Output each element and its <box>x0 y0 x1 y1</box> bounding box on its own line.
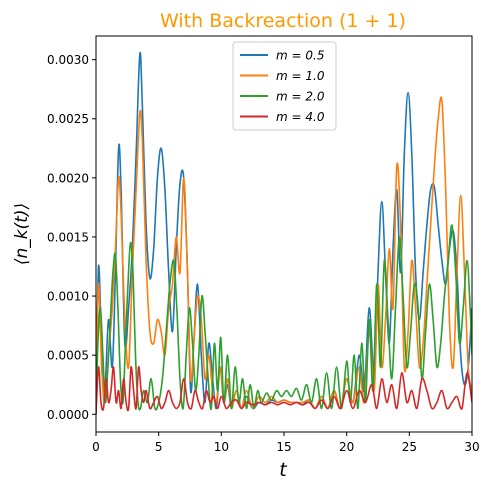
y-axis-label: ⟨n_k(t)⟩ <box>12 203 32 265</box>
x-tick-label: 10 <box>214 440 229 454</box>
x-tick-label: 25 <box>402 440 417 454</box>
series-line-3 <box>96 224 472 415</box>
x-tick-label: 5 <box>155 440 163 454</box>
series-line-2 <box>96 96 472 415</box>
plot-frame <box>95 35 473 433</box>
y-tick-label: 0.0000 <box>47 408 89 422</box>
series-group <box>96 51 472 415</box>
legend-label-3: m = 2.0 <box>276 90 325 104</box>
x-tick-label: 0 <box>92 440 100 454</box>
x-tick-label: 15 <box>276 440 291 454</box>
y-tick-label: 0.0005 <box>47 349 89 363</box>
y-tick-label: 0.0010 <box>47 290 89 304</box>
legend: m = 0.5 m = 1.0 m = 2.0 m = 4.0 <box>232 41 337 131</box>
legend-label-2: m = 1.0 <box>276 69 325 83</box>
y-tick-label: 0.0030 <box>47 53 89 67</box>
legend-label-1: m = 0.5 <box>276 49 324 63</box>
y-tick-label: 0.0025 <box>47 112 89 126</box>
y-tick-label: 0.0015 <box>47 230 89 244</box>
chart-title: With Backreaction (1 + 1) <box>160 10 406 32</box>
legend-label-4: m = 4.0 <box>276 110 325 124</box>
y-axis-ticks: 0.0000 0.0005 0.0010 0.0015 0.0020 0.0025 0.00… <box>47 53 96 422</box>
x-tick-label: 30 <box>464 440 479 454</box>
x-axis-label: t <box>279 459 288 481</box>
y-tick-label: 0.0020 <box>47 171 89 185</box>
x-axis-ticks: 0 5 10 15 20 25 30 <box>92 432 480 454</box>
legend-box <box>232 41 337 131</box>
x-tick-label: 20 <box>339 440 354 454</box>
series-line-4 <box>96 366 472 415</box>
